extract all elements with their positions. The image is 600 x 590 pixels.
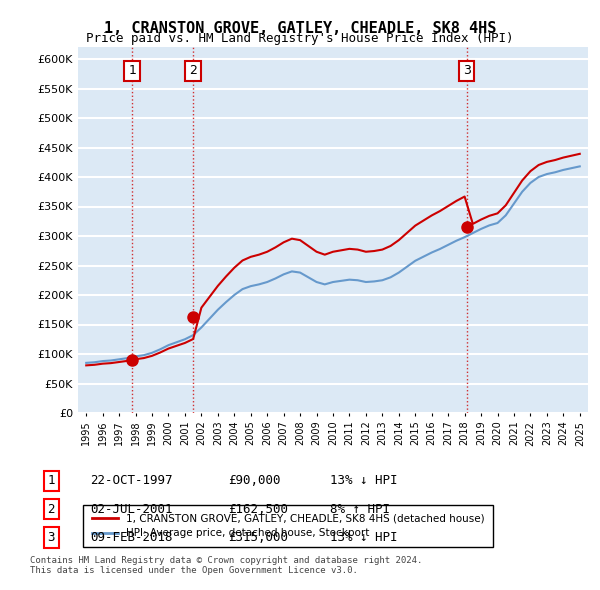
Text: 22-OCT-1997: 22-OCT-1997 — [90, 474, 173, 487]
Text: 13% ↓ HPI: 13% ↓ HPI — [330, 474, 398, 487]
Text: 13% ↓ HPI: 13% ↓ HPI — [330, 531, 398, 544]
Text: 09-FEB-2018: 09-FEB-2018 — [90, 531, 173, 544]
Text: 3: 3 — [47, 531, 55, 544]
Legend: 1, CRANSTON GROVE, GATLEY, CHEADLE, SK8 4HS (detached house), HPI: Average price: 1, CRANSTON GROVE, GATLEY, CHEADLE, SK8 … — [83, 505, 493, 547]
Text: 2: 2 — [47, 503, 55, 516]
Text: 8% ↑ HPI: 8% ↑ HPI — [330, 503, 390, 516]
Text: Contains HM Land Registry data © Crown copyright and database right 2024.
This d: Contains HM Land Registry data © Crown c… — [30, 556, 422, 575]
Text: £90,000: £90,000 — [228, 474, 281, 487]
Text: 1, CRANSTON GROVE, GATLEY, CHEADLE, SK8 4HS: 1, CRANSTON GROVE, GATLEY, CHEADLE, SK8 … — [104, 21, 496, 35]
Text: 1: 1 — [47, 474, 55, 487]
Text: 2: 2 — [189, 64, 197, 77]
Text: 1: 1 — [128, 64, 136, 77]
Text: 02-JUL-2001: 02-JUL-2001 — [90, 503, 173, 516]
Text: 3: 3 — [463, 64, 470, 77]
Text: Price paid vs. HM Land Registry's House Price Index (HPI): Price paid vs. HM Land Registry's House … — [86, 32, 514, 45]
Text: £315,000: £315,000 — [228, 531, 288, 544]
Text: £162,500: £162,500 — [228, 503, 288, 516]
